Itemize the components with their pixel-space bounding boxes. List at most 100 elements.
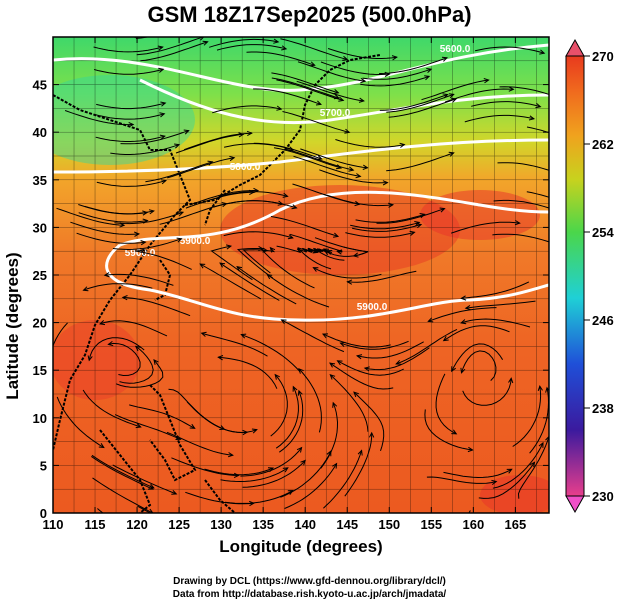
streamline — [474, 46, 545, 54]
cool-anomaly — [53, 75, 195, 165]
streamline-arrow — [128, 121, 135, 128]
streamline — [362, 68, 432, 80]
warm-anomaly — [480, 475, 549, 513]
streamline-arrow — [315, 100, 322, 106]
streamline-arrow — [47, 383, 51, 388]
x-tick-label: 130 — [210, 517, 232, 532]
colorbar-top-arrow — [565, 38, 585, 57]
streamline-arrow — [309, 61, 316, 67]
streamline — [293, 155, 361, 177]
streamline-arrow — [103, 272, 110, 278]
streamline — [242, 460, 306, 488]
streamline-arrow — [153, 358, 159, 365]
streamline-arrow — [414, 221, 421, 227]
x-axis: 110 115 120 125 130 135 140 145 150 155 160 165 — [43, 37, 526, 532]
streamline — [424, 409, 473, 451]
streamline-arrow — [399, 142, 406, 148]
streamline — [492, 233, 549, 243]
streamline — [526, 191, 549, 198]
streamline — [95, 135, 165, 142]
warm-anomaly — [53, 320, 140, 400]
streamline-arrow — [202, 40, 209, 46]
streamline-arrow — [332, 401, 338, 408]
streamline — [218, 356, 278, 389]
streamline — [83, 283, 153, 291]
streamline-arrow — [160, 101, 167, 107]
streamline-arrow — [281, 45, 288, 51]
streamline — [64, 110, 134, 126]
streamline-arrow — [189, 423, 196, 429]
streamline-arrow — [460, 319, 467, 325]
streamline — [114, 211, 184, 225]
streamline-arrow — [280, 319, 287, 325]
streamline — [526, 126, 549, 134]
streamline — [282, 111, 350, 133]
streamline-arrow — [333, 94, 340, 100]
streamline — [322, 333, 391, 348]
streamline — [212, 105, 282, 114]
streamline-arrow — [448, 151, 455, 157]
streamline-arrow — [329, 362, 336, 368]
streamline — [96, 102, 166, 110]
streamline-arrow — [183, 129, 190, 135]
streamline — [461, 350, 497, 381]
y-axis-label: Latitude (degrees) — [3, 252, 22, 400]
y-axis: 0 5 10 15 20 25 30 35 40 45 — [33, 78, 549, 521]
streamline — [145, 161, 213, 183]
streamline-arrow — [176, 237, 183, 243]
streamline — [280, 38, 348, 60]
streamline-arrow — [297, 389, 303, 396]
streamline-arrow — [332, 462, 338, 469]
streamline-arrow — [451, 429, 458, 435]
streamline-arrow — [200, 37, 205, 41]
streamline-arrow — [561, 172, 566, 176]
y-tick-label: 15 — [33, 363, 47, 378]
y-tick-label: 35 — [33, 173, 47, 188]
streamline-arrow — [442, 93, 449, 99]
streamline-arrow — [274, 373, 280, 380]
streamline-arrow — [329, 374, 336, 380]
streamline — [134, 249, 192, 270]
streamline — [337, 360, 404, 376]
streamline — [450, 221, 520, 234]
streamline-arrow — [288, 146, 295, 152]
streamline — [137, 505, 152, 513]
streamline-arrow — [82, 286, 89, 292]
contour-label: 5600.0 — [440, 44, 471, 55]
streamline-arrow — [451, 366, 456, 373]
streamline — [134, 37, 144, 38]
streamline — [350, 221, 420, 230]
streamline-arrow — [557, 209, 562, 213]
colorbar-ramp — [565, 55, 585, 497]
streamline — [171, 457, 239, 476]
streamline-arrow — [238, 132, 245, 138]
chart-title: GSM 18Z17Sep2025 (500.0hPa) — [147, 2, 472, 27]
streamline-arrow — [363, 366, 370, 372]
streamline-arrow — [221, 202, 228, 208]
streamline — [396, 328, 458, 365]
streamline — [236, 266, 297, 305]
streamline-arrow — [448, 93, 455, 99]
x-tick-label: 140 — [294, 517, 316, 532]
streamline-arrow — [528, 115, 536, 121]
streamline — [286, 148, 354, 171]
streamline — [386, 152, 454, 172]
streamline-arrow — [333, 89, 340, 95]
streamline-arrow — [159, 134, 166, 140]
streamline — [241, 334, 301, 372]
streamline-arrow — [171, 489, 178, 495]
streamline-arrow — [107, 341, 114, 347]
streamline — [199, 263, 262, 300]
colorbar-tick-label: 238 — [592, 401, 614, 416]
streamline-arrow — [336, 360, 343, 366]
streamline-arrow — [348, 166, 355, 172]
streamline-arrow — [219, 425, 226, 430]
streamline-arrow — [391, 55, 398, 61]
streamline-arrow — [508, 377, 514, 384]
streamline — [91, 454, 155, 489]
streamline — [108, 342, 141, 377]
streamline-arrow — [483, 78, 490, 84]
streamline-arrow — [273, 38, 280, 44]
streamline — [298, 368, 322, 433]
streamline-arrow — [147, 485, 155, 490]
